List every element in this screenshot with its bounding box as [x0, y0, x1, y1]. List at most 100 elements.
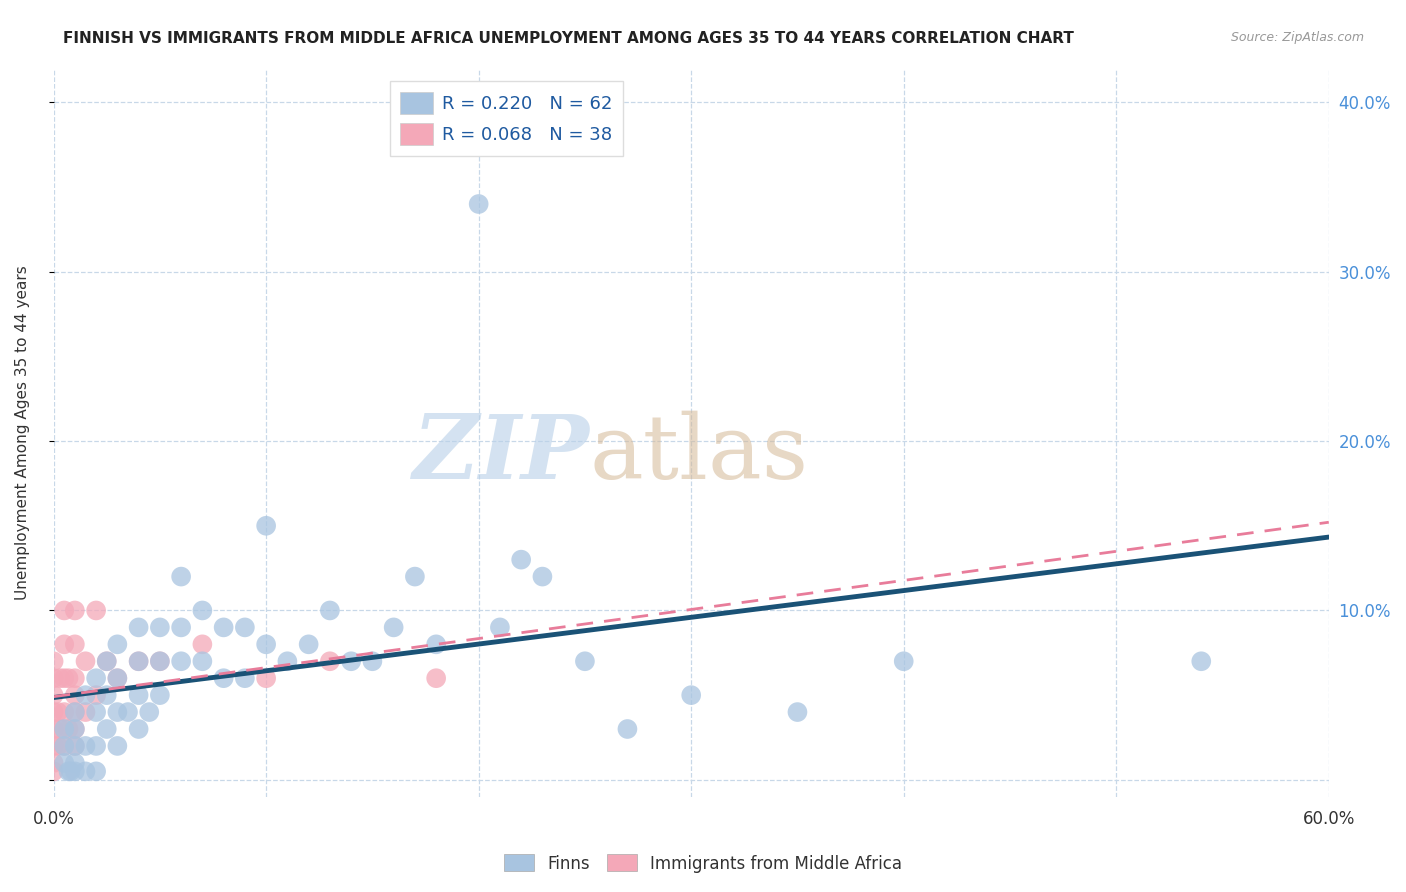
Point [42, 739, 65, 753]
Point [53, 603, 76, 617]
Point [75, 688, 97, 702]
Point [404, 569, 426, 583]
Point [191, 603, 214, 617]
Point [105, 705, 128, 719]
Point [170, 654, 193, 668]
Point [170, 569, 193, 583]
Point [63, 722, 86, 736]
Point [53, 739, 76, 753]
Point [319, 654, 342, 668]
Point [786, 705, 808, 719]
Point [96, 722, 118, 736]
Point [616, 722, 638, 736]
Point [138, 705, 160, 719]
Point [63, 705, 86, 719]
Point [128, 654, 150, 668]
Point [46, 739, 69, 753]
Point [105, 671, 128, 685]
Legend: Finns, Immigrants from Middle Africa: Finns, Immigrants from Middle Africa [498, 847, 908, 880]
Point [53, 671, 76, 685]
Point [42, 764, 65, 779]
Point [53, 756, 76, 770]
Point [117, 705, 139, 719]
Point [298, 637, 321, 651]
Point [340, 654, 363, 668]
Point [53, 739, 76, 753]
Point [63, 739, 86, 753]
Point [467, 197, 489, 211]
Point [53, 722, 76, 736]
Point [42, 705, 65, 719]
Point [105, 671, 128, 685]
Point [531, 569, 554, 583]
Point [63, 671, 86, 685]
Text: FINNISH VS IMMIGRANTS FROM MIDDLE AFRICA UNEMPLOYMENT AMONG AGES 35 TO 44 YEARS : FINNISH VS IMMIGRANTS FROM MIDDLE AFRICA… [63, 31, 1074, 46]
Point [84, 705, 107, 719]
Point [254, 637, 277, 651]
Point [42, 722, 65, 736]
Point [42, 671, 65, 685]
Point [212, 671, 235, 685]
Point [425, 637, 447, 651]
Point [84, 688, 107, 702]
Point [382, 620, 405, 634]
Text: atlas: atlas [589, 411, 808, 498]
Point [170, 620, 193, 634]
Point [489, 620, 512, 634]
Point [53, 637, 76, 651]
Point [84, 764, 107, 779]
Point [361, 654, 384, 668]
Point [53, 705, 76, 719]
Y-axis label: Unemployment Among Ages 35 to 44 years: Unemployment Among Ages 35 to 44 years [15, 265, 30, 600]
Point [96, 688, 118, 702]
Point [84, 671, 107, 685]
Point [681, 688, 703, 702]
Point [128, 620, 150, 634]
Point [1189, 654, 1212, 668]
Point [574, 654, 596, 668]
Point [63, 722, 86, 736]
Point [84, 603, 107, 617]
Point [75, 654, 97, 668]
Point [425, 671, 447, 685]
Point [254, 518, 277, 533]
Point [84, 739, 107, 753]
Point [212, 620, 235, 634]
Point [893, 654, 915, 668]
Point [58, 764, 80, 779]
Text: Source: ZipAtlas.com: Source: ZipAtlas.com [1230, 31, 1364, 45]
Point [149, 688, 172, 702]
Point [510, 552, 533, 566]
Point [233, 671, 256, 685]
Point [49, 671, 72, 685]
Point [128, 688, 150, 702]
Point [49, 722, 72, 736]
Text: ZIP: ZIP [413, 411, 589, 498]
Point [149, 654, 172, 668]
Point [128, 654, 150, 668]
Point [63, 739, 86, 753]
Point [96, 654, 118, 668]
Legend: R = 0.220   N = 62, R = 0.068   N = 38: R = 0.220 N = 62, R = 0.068 N = 38 [389, 81, 623, 156]
Point [105, 739, 128, 753]
Point [63, 764, 86, 779]
Point [63, 688, 86, 702]
Point [191, 654, 214, 668]
Point [233, 620, 256, 634]
Point [319, 603, 342, 617]
Point [75, 705, 97, 719]
Point [128, 722, 150, 736]
Point [42, 756, 65, 770]
Point [58, 671, 80, 685]
Point [63, 637, 86, 651]
Point [58, 722, 80, 736]
Point [276, 654, 298, 668]
Point [59, 764, 82, 779]
Point [96, 654, 118, 668]
Point [191, 637, 214, 651]
Point [63, 705, 86, 719]
Point [149, 620, 172, 634]
Point [42, 688, 65, 702]
Point [105, 637, 128, 651]
Point [75, 739, 97, 753]
